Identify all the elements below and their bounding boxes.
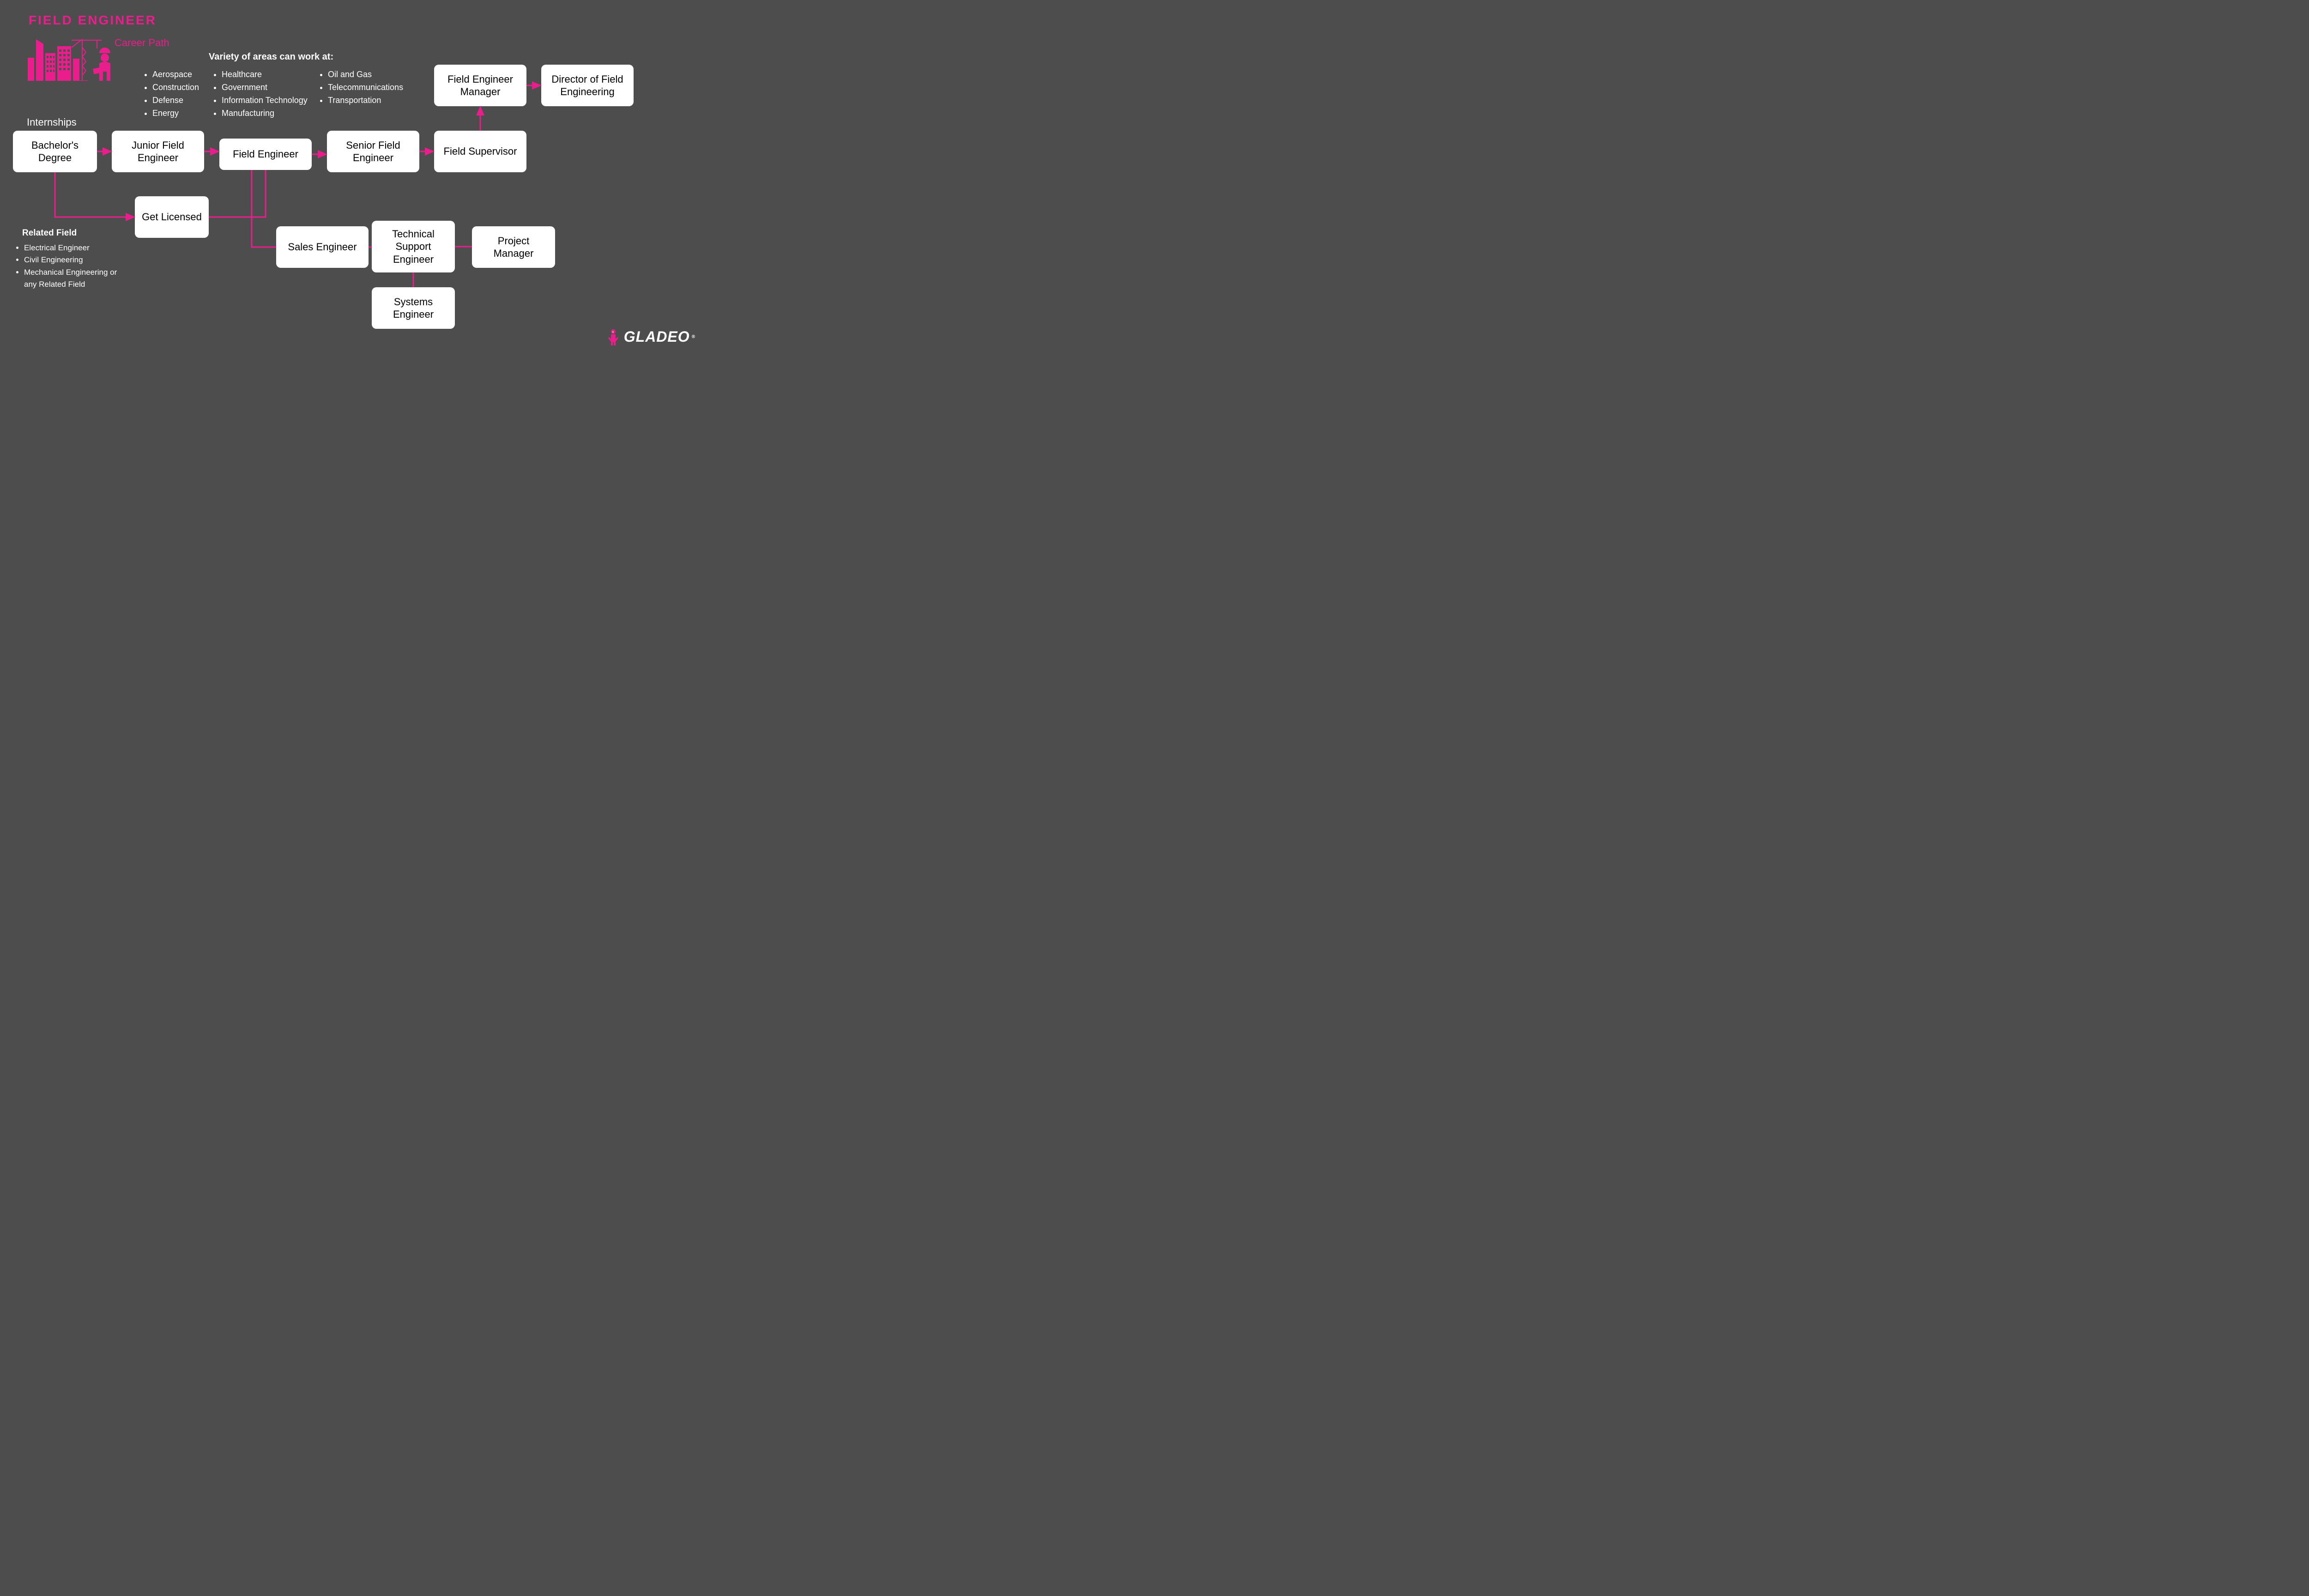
list-item: Electrical Engineer (24, 242, 121, 254)
areas-list-col1: AerospaceConstructionDefenseEnergy (143, 68, 199, 120)
node-manager: Field Engineer Manager (434, 65, 526, 106)
list-item: Telecommunications (328, 81, 403, 94)
related-field-list: Electrical EngineerCivil EngineeringMech… (15, 242, 121, 290)
page-title: FIELD ENGINEER (29, 13, 157, 28)
header-illustration (28, 25, 111, 81)
diagram-canvas: FIELD ENGINEER Career Path Internships V… (0, 0, 709, 355)
page-subtitle: Career Path (115, 37, 169, 49)
node-supervisor: Field Supervisor (434, 131, 526, 172)
node-bachelors: Bachelor's Degree (13, 131, 97, 172)
list-item: Government (222, 81, 308, 94)
list-item: Information Technology (222, 94, 308, 107)
node-tech-support: Technical Support Engineer (372, 221, 455, 272)
node-junior: Junior Field Engineer (112, 131, 204, 172)
node-systems: Systems Engineer (372, 287, 455, 329)
related-field-heading: Related Field (22, 228, 77, 238)
node-project-manager: Project Manager (472, 226, 555, 268)
node-licensed: Get Licensed (135, 196, 209, 238)
list-item: Manufacturing (222, 107, 308, 120)
list-item: Transportation (328, 94, 403, 107)
brand-logo: G GLADEO ® (606, 328, 695, 345)
node-senior: Senior Field Engineer (327, 131, 419, 172)
areas-list-col3: Oil and GasTelecommunicationsTransportat… (319, 68, 403, 107)
internships-label: Internships (27, 116, 77, 128)
list-item: Healthcare (222, 68, 308, 81)
brand-trademark-icon: ® (692, 334, 695, 339)
list-item: Mechanical Engineering or any Related Fi… (24, 266, 121, 291)
node-field-engineer: Field Engineer (219, 139, 312, 170)
areas-list-col2: HealthcareGovernmentInformation Technolo… (212, 68, 308, 120)
svg-text:G: G (612, 331, 614, 333)
list-item: Oil and Gas (328, 68, 403, 81)
list-item: Energy (152, 107, 199, 120)
list-item: Aerospace (152, 68, 199, 81)
brand-figure-icon: G (606, 329, 620, 345)
brand-name: GLADEO (624, 328, 690, 345)
areas-heading: Variety of areas can work at: (209, 52, 333, 62)
list-item: Defense (152, 94, 199, 107)
list-item: Civil Engineering (24, 254, 121, 266)
list-item: Construction (152, 81, 199, 94)
node-director: Director of Field Engineering (541, 65, 634, 106)
node-sales: Sales Engineer (276, 226, 369, 268)
